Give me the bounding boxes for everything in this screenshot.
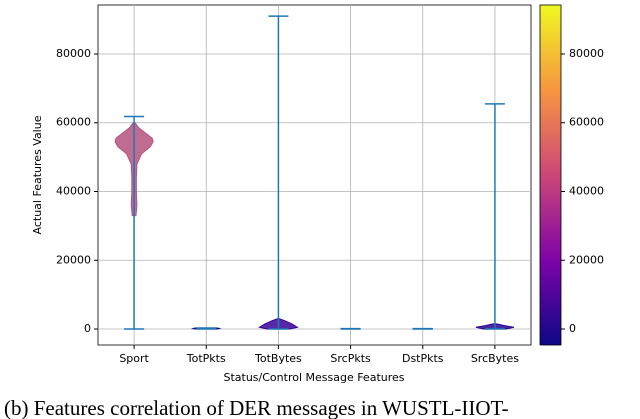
- y-axis-label: Actual Features Value: [31, 115, 44, 234]
- plot-frame: [97, 4, 532, 346]
- x-tick-label: Sport: [119, 352, 149, 365]
- colorbar-tick-label: 20000: [569, 253, 604, 266]
- x-tick-label: SrcPkts: [330, 352, 371, 365]
- y-tick-label: 20000: [56, 253, 91, 266]
- caption: (b) Features correlation of DER messages…: [4, 396, 508, 419]
- colorbar-tick-label: 40000: [569, 185, 604, 198]
- y-tick-label: 40000: [56, 185, 91, 198]
- colorbar-tick-label: 60000: [569, 116, 604, 129]
- y-tick-label: 0: [84, 322, 91, 335]
- x-axis-label: Status/Control Message Features: [223, 371, 404, 384]
- colorbar: [539, 4, 562, 346]
- x-tick-label: SrcBytes: [471, 352, 519, 365]
- colorbar-tick-label: 0: [569, 322, 576, 335]
- x-tick-label: TotBytes: [254, 352, 302, 365]
- x-tick-label: TotPkts: [186, 352, 226, 365]
- y-tick-label: 80000: [56, 47, 91, 60]
- x-tick-label: DstPkts: [402, 352, 444, 365]
- colorbar-tick-label: 80000: [569, 47, 604, 60]
- y-tick-label: 60000: [56, 116, 91, 129]
